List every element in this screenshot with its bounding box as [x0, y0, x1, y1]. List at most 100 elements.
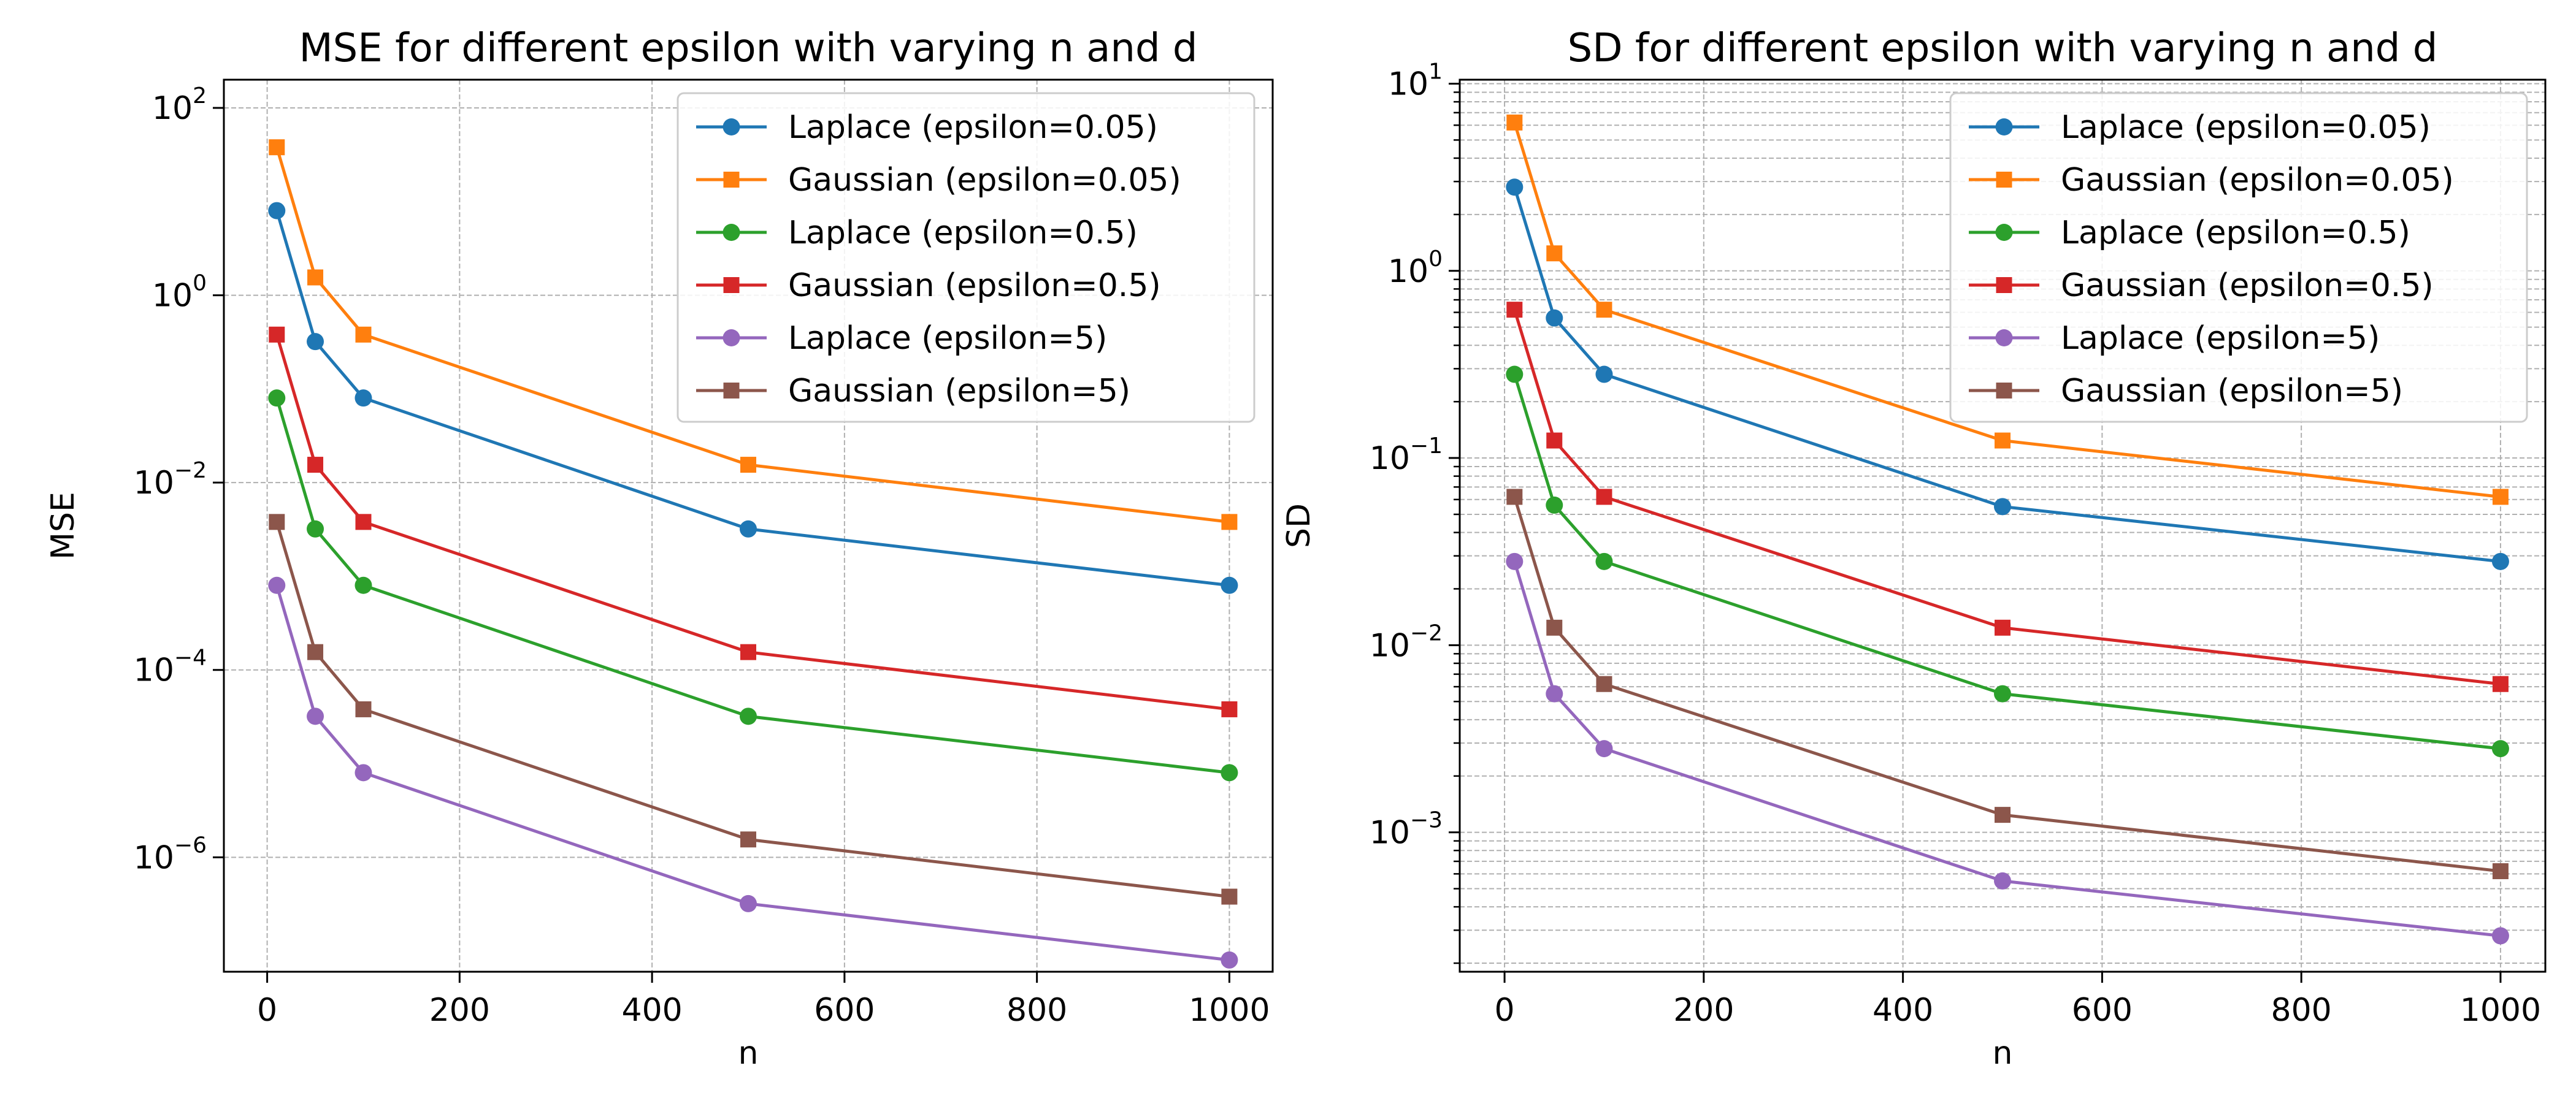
chart2-y-tick-label: 10−3	[1370, 808, 1443, 852]
chart2-series-2-point	[1506, 114, 1523, 131]
chart1-y-tick-exponent: −2	[174, 458, 207, 483]
chart2-legend-label-1: Laplace (epsilon=0.05)	[2061, 109, 2431, 146]
chart2-legend-label-5: Laplace (epsilon=5)	[2061, 320, 2380, 357]
chart2-y-tick-base: 10	[1388, 66, 1428, 102]
chart1-y-tick-exponent: −6	[174, 833, 207, 858]
chart1-series-6-point	[307, 644, 324, 660]
chart1-series-4-point	[269, 326, 285, 343]
chart1-axes-frame	[223, 78, 1274, 973]
chart1-legend-marker-3	[723, 224, 740, 241]
chart2-y-tick-base: 10	[1370, 815, 1410, 852]
chart2-legend-label-3: Laplace (epsilon=0.5)	[2061, 215, 2410, 251]
chart1-x-tick-label: 400	[621, 992, 682, 1029]
chart1-x-tick-label: 1000	[1189, 992, 1270, 1029]
chart1-legend	[677, 92, 1255, 423]
chart1-legend-label-2: Gaussian (epsilon=0.05)	[788, 162, 1181, 199]
chart1-title: MSE for different epsilon with varying n…	[299, 26, 1197, 71]
chart2-y-tick-label: 101	[1388, 59, 1443, 102]
chart1-y-tick-label: 100	[152, 271, 207, 315]
chart2-series-6-point	[1995, 807, 2011, 823]
chart2-y-tick-label: 10−2	[1370, 620, 1443, 664]
chart1-series-5-point	[1221, 951, 1238, 969]
chart1-y-tick-base: 10	[152, 278, 193, 315]
chart2-legend-label-2: Gaussian (epsilon=0.05)	[2061, 162, 2454, 199]
chart2-series-5-point	[1546, 685, 1563, 703]
chart1-series-5-point	[268, 576, 286, 594]
chart1-legend-label-5: Laplace (epsilon=5)	[788, 320, 1107, 357]
chart2-series-5-point	[1506, 552, 1524, 570]
chart1-series-4-point	[740, 644, 756, 660]
chart1-series-5-point	[355, 764, 372, 782]
chart1-y-tick-exponent: −4	[174, 646, 207, 671]
chart2-series-3-point	[1506, 365, 1524, 383]
chart2-legend-marker-6	[1996, 383, 2012, 399]
chart1-series-6-point	[269, 514, 285, 530]
chart2-series-1-point	[1595, 365, 1613, 383]
chart2-legend	[1949, 92, 2528, 423]
chart1-series-1-point	[307, 333, 324, 351]
chart2-series-1-point	[1506, 178, 1524, 196]
chart2-series-2-point	[2492, 489, 2509, 505]
chart1-series-3-point	[268, 389, 286, 407]
chart2-series-6-point	[2492, 863, 2509, 880]
chart2-series-2-point	[1596, 302, 1612, 318]
chart1-y-tick-label: 102	[152, 83, 207, 127]
chart1-x-axis-label: n	[738, 1035, 759, 1072]
chart1-y-tick-label: 10−6	[134, 833, 207, 876]
chart2-series-5-point	[1595, 740, 1613, 758]
chart2-series-1-point	[2491, 552, 2509, 570]
chart1-series-5-point	[740, 894, 757, 912]
chart1-series-2-point	[355, 326, 372, 343]
chart1-legend-marker-6	[723, 383, 740, 399]
chart1-series-6-point	[1221, 888, 1238, 905]
chart1-legend-marker-4	[723, 277, 740, 293]
chart2-series-3-point	[2491, 740, 2509, 758]
chart2-y-tick-exponent: −1	[1410, 433, 1443, 459]
chart2-axes-frame	[1459, 78, 2547, 973]
chart2-series-4-point	[1596, 489, 1612, 505]
chart2-series-3-point	[1994, 685, 2011, 703]
chart2-series-2-point	[1546, 245, 1563, 262]
chart1-y-tick-label: 10−4	[134, 646, 207, 689]
chart2-y-axis-label: SD	[1281, 503, 1317, 548]
chart2-series-5-point	[1994, 872, 2011, 890]
chart2-series-1-point	[1994, 498, 2011, 516]
chart1-y-tick-base: 10	[134, 465, 174, 502]
chart1-series-2-point	[740, 457, 756, 473]
chart2-series-4-point	[1995, 619, 2011, 636]
chart1-legend-label-3: Laplace (epsilon=0.5)	[788, 215, 1138, 251]
chart1-series-5-point	[307, 707, 324, 725]
chart1-legend-marker-2	[723, 172, 740, 188]
chart2-series-3-point	[1546, 496, 1563, 514]
chart1-x-tick-label: 600	[814, 992, 875, 1029]
chart2-legend-label-4: Gaussian (epsilon=0.5)	[2061, 267, 2434, 304]
chart2-legend-label-6: Gaussian (epsilon=5)	[2061, 373, 2403, 410]
chart2-x-tick-label: 400	[1873, 992, 1933, 1029]
chart1-series-4-point	[1221, 701, 1238, 717]
chart2-x-tick-label: 0	[1495, 992, 1515, 1029]
chart2-legend-marker-3	[1995, 224, 2013, 241]
chart2-y-tick-exponent: −3	[1410, 808, 1443, 833]
chart2-x-tick-label: 800	[2271, 992, 2332, 1029]
chart2-series-5-point	[2491, 927, 2509, 945]
chart2-series-4-point	[2492, 676, 2509, 692]
chart1-x-tick-label: 200	[429, 992, 490, 1029]
chart2-y-tick-exponent: −2	[1410, 620, 1443, 646]
chart2-series-4-point	[1506, 302, 1523, 318]
chart2-y-tick-label: 100	[1388, 246, 1443, 290]
chart2-y-tick-base: 10	[1388, 253, 1428, 290]
chart1-legend-marker-5	[723, 329, 740, 346]
chart2-x-tick-label: 1000	[2460, 992, 2541, 1029]
chart1-legend-label-1: Laplace (epsilon=0.05)	[788, 109, 1158, 146]
chart2-series-6-point	[1506, 489, 1523, 505]
chart1-y-tick-label: 10−2	[134, 458, 207, 502]
chart2-y-tick-exponent: 1	[1428, 59, 1443, 84]
chart2-series-4-point	[1546, 432, 1563, 449]
chart1-x-tick-label: 0	[257, 992, 277, 1029]
chart2-title: SD for different epsilon with varying n …	[1568, 26, 2438, 71]
chart1-legend-label-4: Gaussian (epsilon=0.5)	[788, 267, 1161, 304]
chart1-x-tick-label: 800	[1006, 992, 1067, 1029]
